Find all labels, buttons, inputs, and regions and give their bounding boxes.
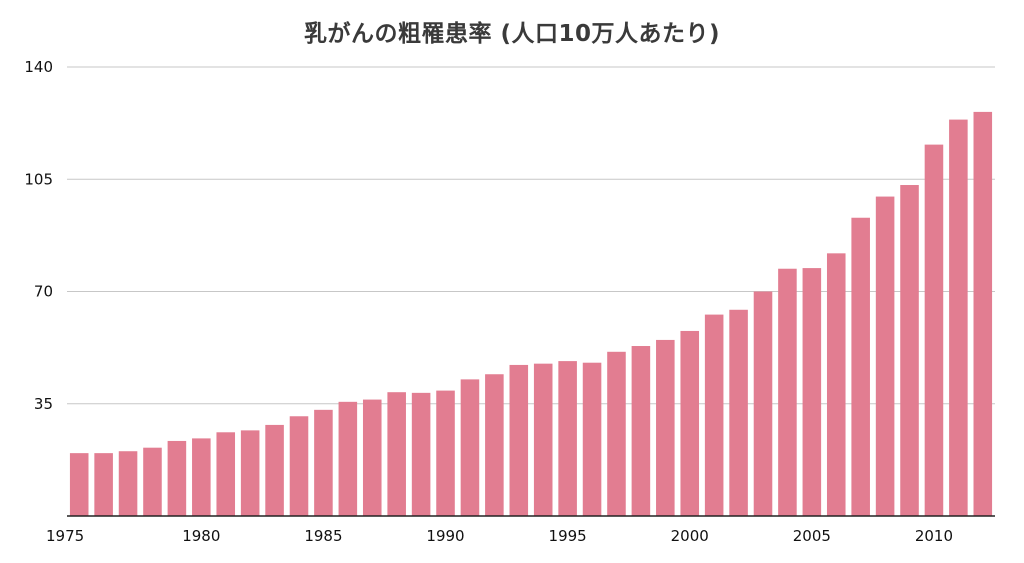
- x-tick-label: 1985: [304, 527, 342, 545]
- bar-1975: [69, 453, 89, 516]
- bar-1990: [436, 390, 455, 516]
- bar-2005: [802, 268, 822, 516]
- x-tick-label: 1990: [426, 527, 464, 545]
- x-tick-label: 1975: [46, 527, 84, 545]
- bar-1982: [240, 430, 260, 516]
- bar-2007: [851, 217, 870, 517]
- bar-1987: [362, 399, 382, 516]
- x-tick-label: 2000: [671, 527, 709, 545]
- bar-1979: [167, 440, 187, 516]
- x-tick-label: 2010: [915, 527, 953, 545]
- bar-2012: [973, 111, 993, 517]
- bar-2010: [924, 144, 944, 517]
- bar-1997: [607, 351, 626, 516]
- bar-1985: [314, 409, 333, 516]
- bar-1977: [118, 451, 138, 516]
- bar-2001: [704, 314, 724, 516]
- tick-labels: 35 70 105 140 1975 1980 1985 1990 1995 2000 2005 20…: [24, 58, 953, 545]
- bar-2003: [753, 291, 773, 516]
- bar-2006: [826, 253, 846, 516]
- bar-2004: [778, 268, 797, 516]
- chart-title: 乳がんの粗罹患率 (人口10万人あたり): [303, 21, 721, 47]
- bar-2009: [900, 185, 919, 516]
- y-tick-label: 140: [24, 58, 53, 76]
- x-tick-label: 2005: [793, 527, 831, 545]
- bar-1992: [485, 374, 504, 516]
- bar-1988: [387, 392, 406, 516]
- bar-2002: [729, 309, 748, 516]
- bar-1991: [460, 379, 480, 516]
- bars: [69, 111, 993, 517]
- bar-2011: [949, 119, 968, 516]
- y-tick-label: 105: [24, 170, 53, 188]
- bar-1994: [533, 363, 553, 516]
- y-tick-label: 70: [34, 283, 53, 301]
- bar-1978: [143, 447, 162, 516]
- bar-1984: [289, 416, 309, 516]
- bar-2008: [875, 196, 895, 516]
- bar-1983: [265, 424, 284, 516]
- bar-1993: [509, 364, 529, 516]
- bar-1995: [558, 361, 577, 516]
- bar-1999: [656, 339, 675, 516]
- bar-1986: [338, 401, 358, 516]
- bar-2000: [680, 330, 700, 516]
- x-tick-label: 1995: [549, 527, 587, 545]
- bar-1981: [216, 432, 236, 516]
- bar-1998: [631, 346, 651, 516]
- bar-1996: [582, 362, 602, 516]
- x-tick-label: 1980: [182, 527, 220, 545]
- bar-1976: [94, 453, 113, 516]
- bar-1989: [411, 392, 431, 516]
- bar-1980: [192, 438, 211, 516]
- y-tick-label: 35: [34, 395, 53, 413]
